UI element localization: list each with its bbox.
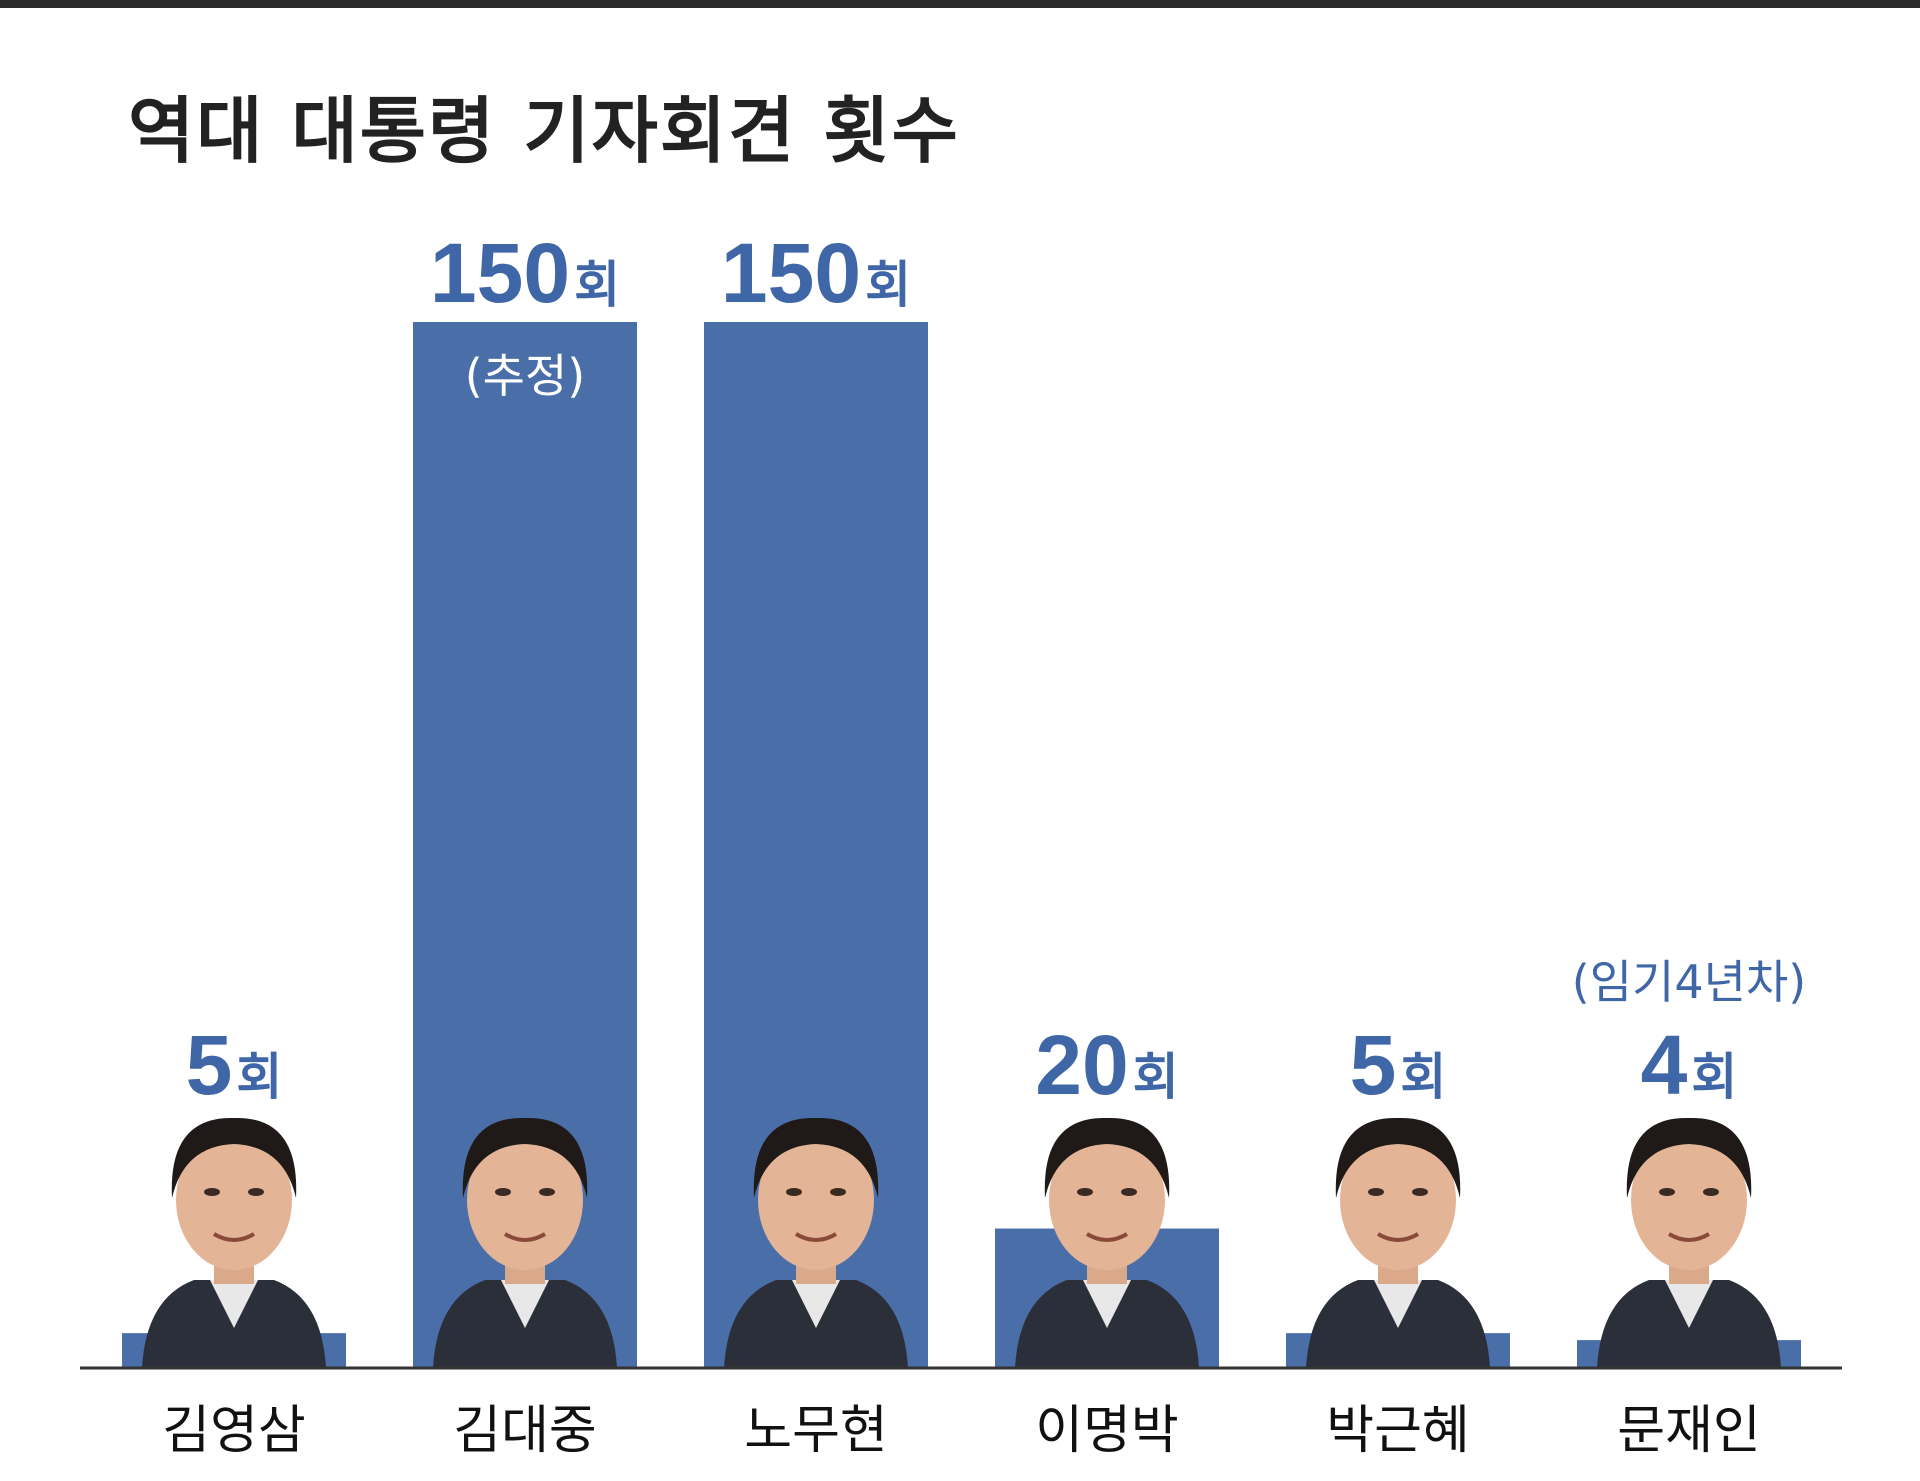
value-label-김영삼: 5회 [186,1018,283,1112]
top-border [0,0,1920,8]
value-label-박근혜: 5회 [1350,1018,1447,1112]
note-label-문재인: (임기4년차) [1572,955,1806,1009]
note-label-김대중: (추정) [465,349,586,403]
value-label-김대중: 150회 [430,226,620,320]
category-label-김영삼: 김영삼 [162,1401,306,1461]
category-label-김대중: 김대중 [453,1401,597,1461]
category-label-노무현: 노무현 [744,1401,888,1461]
category-label-박근혜: 박근혜 [1326,1401,1470,1461]
person-portrait [1306,1117,1490,1368]
category-label-문재인: 문재인 [1617,1401,1761,1461]
person-portrait [1597,1117,1781,1368]
person-portrait [1015,1117,1199,1368]
person-portrait [433,1117,617,1368]
chart-title: 역대 대통령 기자회견 횟수 [128,89,960,173]
person-portrait [724,1117,908,1368]
value-label-노무현: 150회 [721,226,911,320]
value-label-이명박: 20회 [1035,1018,1178,1112]
value-label-문재인: 4회 [1641,1018,1738,1112]
category-label-이명박: 이명박 [1035,1401,1179,1461]
person-portrait [142,1117,326,1368]
